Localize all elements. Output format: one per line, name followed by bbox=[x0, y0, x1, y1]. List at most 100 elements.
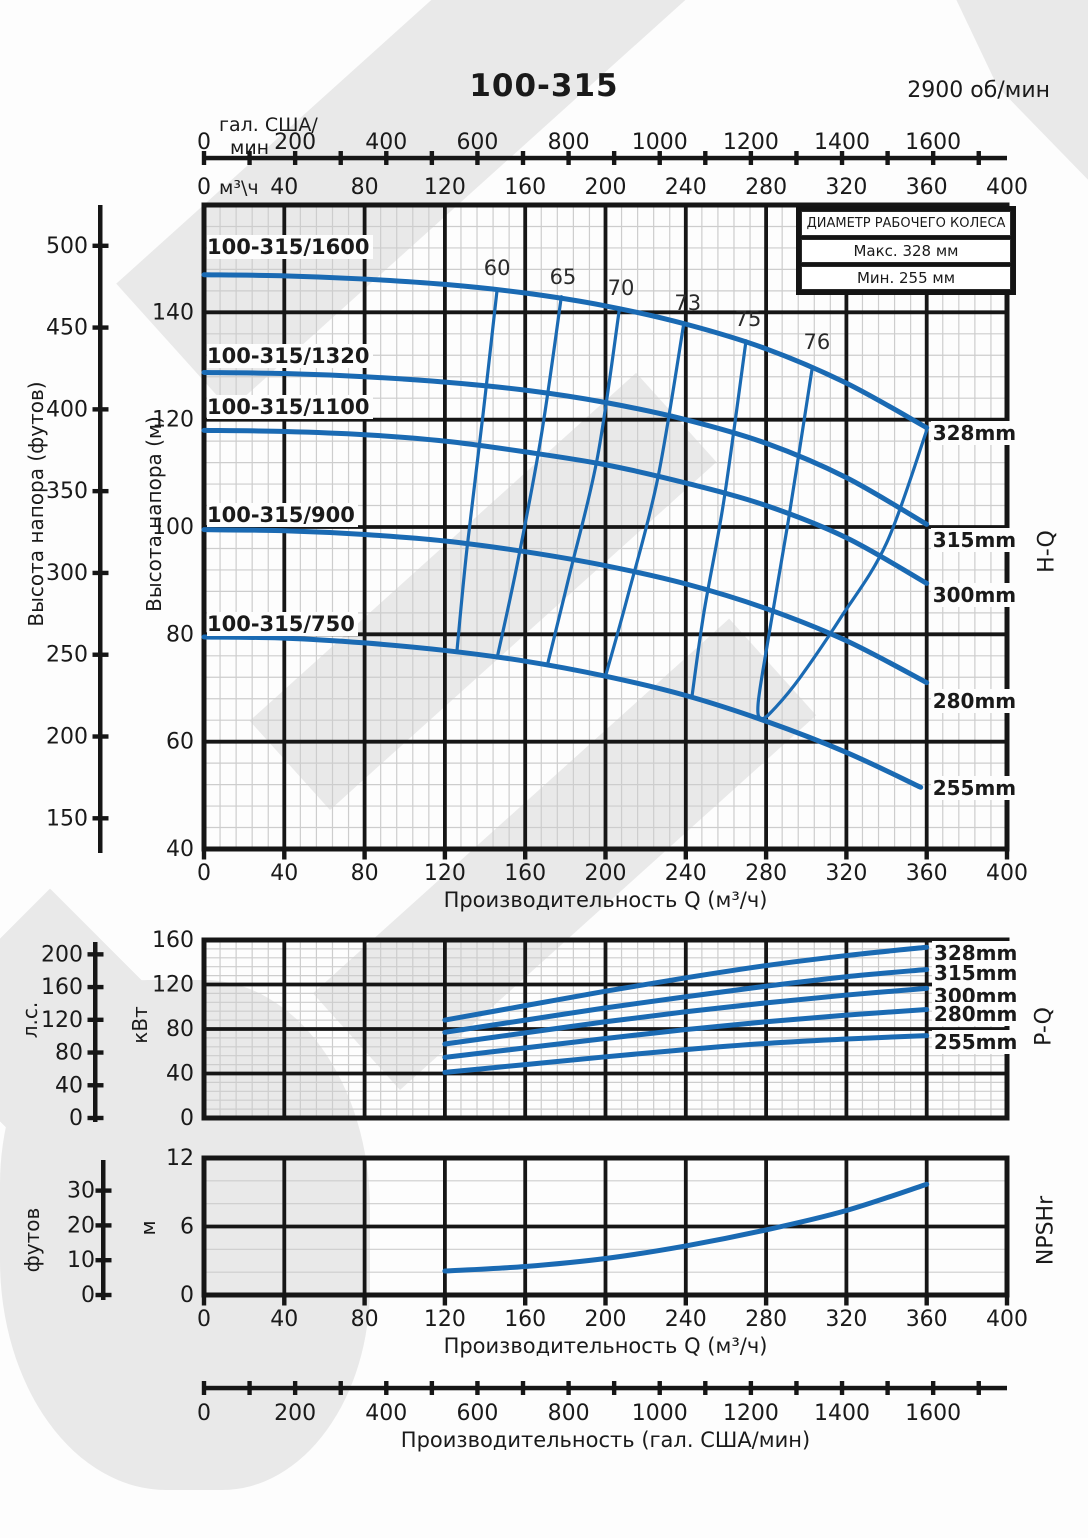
hq-curve-328mm bbox=[201, 272, 930, 431]
hq-xtick-label: 360 bbox=[906, 861, 948, 886]
hq-feet-tick bbox=[92, 488, 109, 494]
gal-bottom-tick bbox=[429, 1381, 435, 1395]
gal-bottom-tick bbox=[247, 1381, 252, 1395]
pq-kw-tick-label: 0 bbox=[180, 1106, 194, 1131]
m3h-top-tick-label: 240 bbox=[665, 175, 707, 200]
npsh-feet-tick-label: 20 bbox=[67, 1213, 95, 1238]
hq-xtick-label: 40 bbox=[270, 861, 298, 886]
gal-bottom-tick bbox=[885, 1381, 890, 1395]
hq-xtick bbox=[683, 851, 688, 860]
npsh-xtick-label: 0 bbox=[197, 1307, 211, 1332]
hq-xtick bbox=[603, 851, 608, 860]
npsh-xtick bbox=[442, 1297, 448, 1306]
efficiency-curve-65 bbox=[495, 295, 563, 660]
npsh-xtick bbox=[763, 1297, 769, 1306]
gal-top-tick bbox=[429, 151, 435, 165]
gal-bottom-tick-label: 1400 bbox=[814, 1401, 870, 1426]
hq-feet-tick-label: 450 bbox=[46, 316, 88, 341]
pq-kw-tick-label: 160 bbox=[152, 928, 194, 953]
gal-bottom-tick bbox=[839, 1381, 845, 1395]
m3h-top-tick-label: 120 bbox=[424, 175, 466, 200]
hq-m-tick-label: 80 bbox=[166, 622, 194, 647]
hq-feet-tick bbox=[92, 243, 109, 248]
hq-m-tick-label: 140 bbox=[152, 300, 194, 325]
gal-top-tick bbox=[611, 151, 617, 165]
pq-kw-tick-label: 120 bbox=[152, 973, 194, 998]
hq-feet-tick-label: 350 bbox=[46, 479, 88, 504]
gal-top-tick-label: 0 bbox=[197, 130, 211, 155]
m3h-top-tick-label: 80 bbox=[351, 175, 379, 200]
hq-m-tick-label: 60 bbox=[166, 730, 194, 755]
gal-bottom-tick bbox=[657, 1381, 662, 1395]
hq-xtick bbox=[844, 851, 849, 860]
gal-bottom-tick-label: 1600 bbox=[905, 1401, 961, 1426]
pq-hp-tick bbox=[87, 984, 104, 990]
m3h-top-tick-label: 360 bbox=[906, 175, 948, 200]
hq-xtick bbox=[523, 851, 528, 860]
pq-hp-tick-label: 0 bbox=[69, 1106, 83, 1131]
npsh-xtick bbox=[362, 1297, 367, 1306]
hq-xtick-label: 160 bbox=[504, 861, 546, 886]
hq-feet-tick bbox=[92, 570, 109, 576]
gal-bottom-tick bbox=[475, 1381, 480, 1395]
pq-hp-tick bbox=[87, 1083, 104, 1088]
hq-xtick-label: 400 bbox=[986, 861, 1028, 886]
npsh-xtick bbox=[924, 1297, 929, 1306]
gal-top-tick bbox=[885, 151, 890, 165]
gal-top-tick-label: 600 bbox=[456, 130, 498, 155]
gal-top-tick bbox=[520, 151, 526, 165]
gal-bottom-tick-label: 1000 bbox=[632, 1401, 688, 1426]
gal-bottom-tick-label: 200 bbox=[274, 1401, 316, 1426]
gal-bottom-tick bbox=[930, 1381, 936, 1395]
gal-bottom-tick bbox=[748, 1381, 754, 1395]
npsh-feet-tick-label: 10 bbox=[67, 1248, 95, 1273]
hq-m-tick-label: 120 bbox=[152, 408, 194, 433]
npsh-xtick-label: 360 bbox=[906, 1307, 948, 1332]
npsh-m-tick-label: 6 bbox=[180, 1215, 194, 1240]
pq-hp-tick bbox=[87, 1115, 104, 1121]
gal-top-tick bbox=[930, 151, 936, 165]
npsh-xtick bbox=[523, 1297, 528, 1306]
gal-bottom-tick bbox=[976, 1381, 981, 1395]
hq-curve-315mm bbox=[201, 369, 930, 527]
pq-kw-tick-label: 80 bbox=[166, 1017, 194, 1042]
pq-hp-tick bbox=[87, 1050, 104, 1055]
hq-feet-tick bbox=[92, 407, 109, 412]
npsh-feet-tick bbox=[95, 1223, 112, 1228]
npsh-xtick bbox=[844, 1297, 849, 1306]
m3h-top-tick-label: 320 bbox=[825, 175, 867, 200]
gal-bottom-tick-label: 400 bbox=[365, 1401, 407, 1426]
npsh-curve bbox=[442, 1181, 930, 1274]
pq-hp-tick-label: 160 bbox=[41, 975, 83, 1000]
hq-feet-tick-label: 250 bbox=[46, 643, 88, 668]
gal-bottom-tick-label: 0 bbox=[197, 1401, 211, 1426]
gal-top-tick-label: 1400 bbox=[814, 130, 870, 155]
gal-top-unit: мин bbox=[230, 137, 269, 159]
m3h-top-tick-label: 280 bbox=[745, 175, 787, 200]
hq-xtick-label: 280 bbox=[745, 861, 787, 886]
pq-kw-tick-label: 40 bbox=[166, 1062, 194, 1087]
gal-top-unit: гал. США/ bbox=[219, 114, 318, 136]
pq-hp-tick-label: 200 bbox=[41, 942, 83, 967]
hq-feet-tick-label: 200 bbox=[46, 725, 88, 750]
m3h-top-tick-label: 40 bbox=[270, 175, 298, 200]
gal-bottom-tick bbox=[292, 1381, 298, 1395]
npsh-xtick bbox=[201, 1297, 207, 1306]
pq-hp-tick-label: 120 bbox=[41, 1008, 83, 1033]
gal-bottom-tick-label: 600 bbox=[456, 1401, 498, 1426]
hq-feet-tick-label: 400 bbox=[46, 397, 88, 422]
efficiency-curve-70 bbox=[545, 306, 622, 668]
pq-hp-tick-label: 40 bbox=[55, 1073, 83, 1098]
efficiency-curve-75 bbox=[690, 339, 748, 700]
pq-hp-tick bbox=[87, 1017, 104, 1023]
hq-xtick bbox=[1004, 851, 1010, 860]
hq-m-tick-label: 40 bbox=[166, 837, 194, 862]
npsh-feet-tick bbox=[95, 1188, 112, 1193]
npsh-xtick bbox=[282, 1297, 287, 1306]
npsh-xtick-label: 160 bbox=[504, 1307, 546, 1332]
hq-xtick bbox=[282, 851, 287, 860]
pq-hp-axis-line bbox=[93, 942, 98, 1122]
gal-top-tick bbox=[794, 151, 799, 165]
hq-xtick bbox=[924, 851, 929, 860]
